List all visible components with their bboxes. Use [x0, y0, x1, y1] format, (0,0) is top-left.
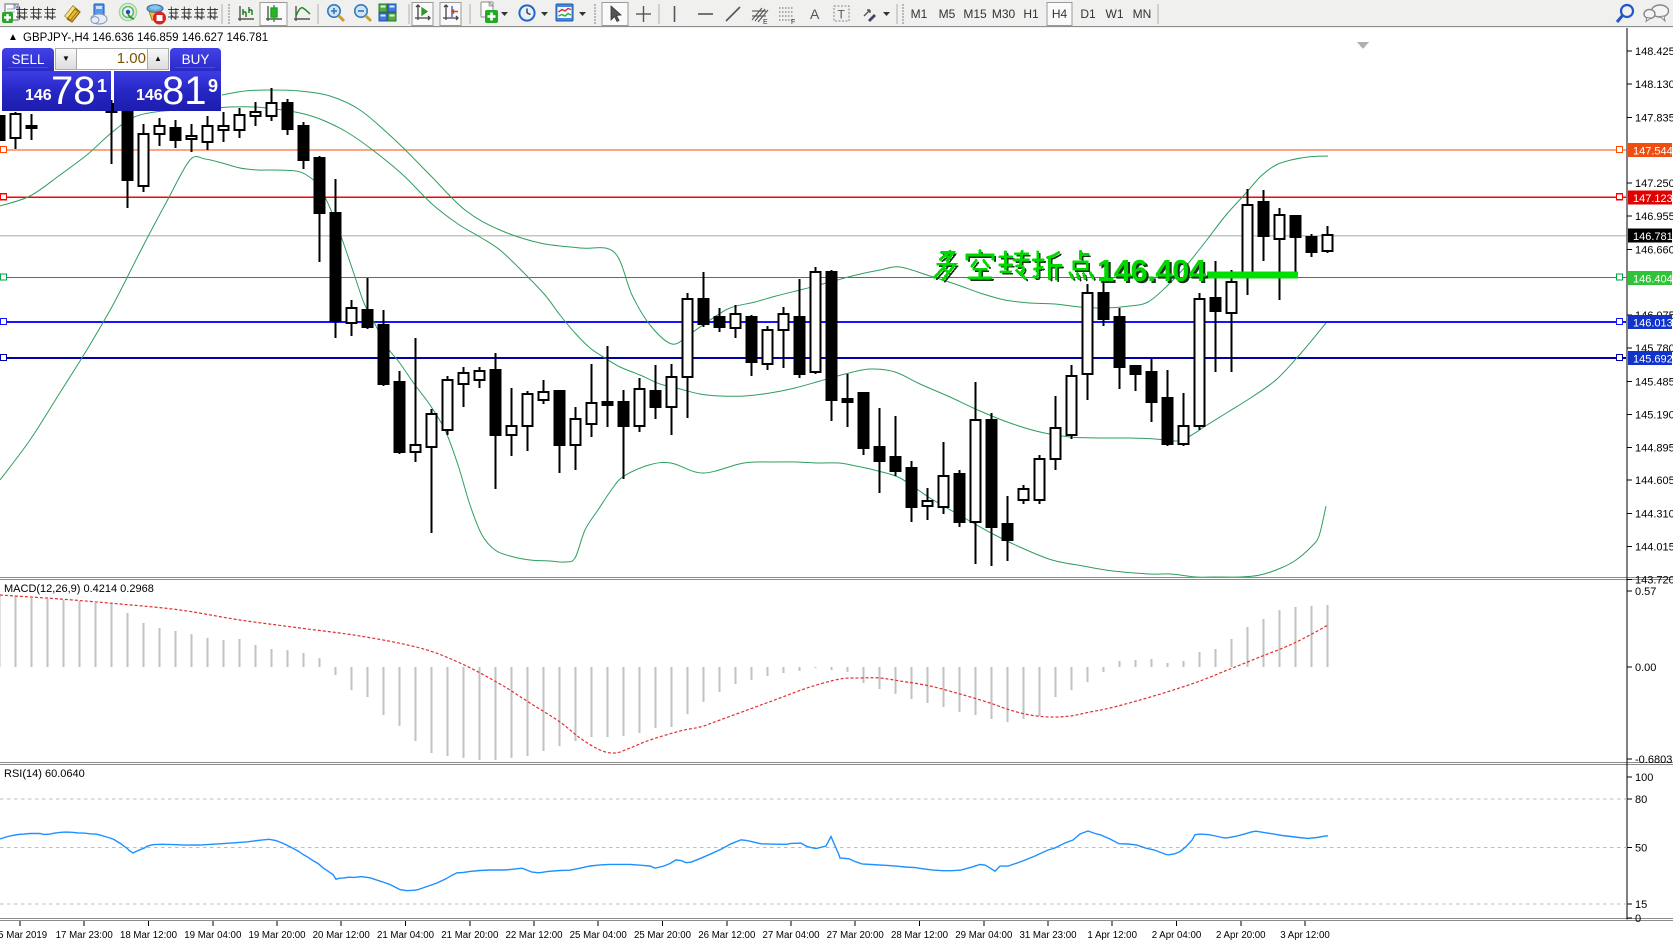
svg-text:147.123: 147.123	[1633, 193, 1673, 205]
svg-text:148.130: 148.130	[1635, 79, 1673, 91]
svg-text:H1: H1	[1023, 7, 1039, 21]
svg-text:146.955: 146.955	[1635, 211, 1673, 223]
svg-text:146.660: 146.660	[1635, 244, 1673, 256]
svg-text:147.835: 147.835	[1635, 112, 1673, 124]
svg-text:H4: H4	[1052, 7, 1068, 21]
svg-text:25 Mar 20:00: 25 Mar 20:00	[634, 930, 692, 941]
svg-text:0: 0	[1635, 913, 1641, 925]
svg-text:18 Mar 12:00: 18 Mar 12:00	[120, 930, 178, 941]
svg-text:M1: M1	[911, 7, 928, 21]
svg-text:25 Mar 04:00: 25 Mar 04:00	[570, 930, 628, 941]
svg-text:143.720: 143.720	[1635, 575, 1673, 587]
svg-text:26 Mar 12:00: 26 Mar 12:00	[698, 930, 756, 941]
svg-text:145.692: 145.692	[1633, 354, 1673, 366]
svg-text:21 Mar 20:00: 21 Mar 20:00	[441, 930, 499, 941]
svg-text:146.404: 146.404	[1097, 253, 1207, 288]
svg-text:19 Mar 04:00: 19 Mar 04:00	[184, 930, 242, 941]
svg-text:147.250: 147.250	[1635, 178, 1673, 190]
svg-text:144.605: 144.605	[1635, 475, 1673, 487]
svg-text:100: 100	[1635, 772, 1653, 784]
svg-text:M15: M15	[963, 7, 987, 21]
svg-text:E: E	[763, 19, 768, 26]
svg-text:19 Mar 20:00: 19 Mar 20:00	[248, 930, 306, 941]
svg-text:22 Mar 12:00: 22 Mar 12:00	[505, 930, 563, 941]
svg-text:M30: M30	[992, 7, 1016, 21]
svg-text:28 Mar 12:00: 28 Mar 12:00	[891, 930, 949, 941]
svg-text:0.57: 0.57	[1635, 586, 1656, 598]
svg-text:▲: ▲	[8, 32, 18, 43]
svg-text:145.485: 145.485	[1635, 376, 1673, 388]
svg-text:31 Mar 23:00: 31 Mar 23:00	[1019, 930, 1077, 941]
svg-text:W1: W1	[1106, 7, 1124, 21]
svg-text:144.015: 144.015	[1635, 541, 1673, 553]
svg-text:2 Apr 04:00: 2 Apr 04:00	[1152, 930, 1202, 941]
svg-text:148.425: 148.425	[1635, 46, 1673, 58]
svg-text:GBPJPY-,H4 146.636 146.859 14: GBPJPY-,H4 146.636 146.859 146.627 146.7…	[23, 32, 268, 44]
svg-text:2 Apr 20:00: 2 Apr 20:00	[1216, 930, 1266, 941]
svg-text:RSI(14) 60.0640: RSI(14) 60.0640	[4, 768, 85, 780]
svg-text:15 Mar 2019: 15 Mar 2019	[0, 930, 47, 941]
svg-text:144.310: 144.310	[1635, 508, 1673, 520]
svg-text:27 Mar 04:00: 27 Mar 04:00	[762, 930, 820, 941]
svg-text:21 Mar 04:00: 21 Mar 04:00	[377, 930, 435, 941]
svg-text:50: 50	[1635, 843, 1647, 855]
svg-text:F: F	[791, 19, 795, 26]
svg-text:146.013: 146.013	[1633, 318, 1673, 330]
svg-text:1 Apr 12:00: 1 Apr 12:00	[1087, 930, 1137, 941]
svg-text:147.544: 147.544	[1633, 146, 1673, 158]
svg-text:29 Mar 04:00: 29 Mar 04:00	[955, 930, 1013, 941]
svg-text:146.404: 146.404	[1099, 255, 1209, 290]
svg-text:MACD(12,26,9) 0.4214 0.2968: MACD(12,26,9) 0.4214 0.2968	[4, 583, 154, 595]
svg-text:MN: MN	[1133, 7, 1152, 21]
svg-text:D1: D1	[1080, 7, 1096, 21]
svg-text:145.190: 145.190	[1635, 409, 1673, 421]
svg-text:3 Apr 12:00: 3 Apr 12:00	[1280, 930, 1330, 941]
svg-text:15: 15	[1635, 899, 1647, 911]
svg-text:A: A	[810, 6, 820, 22]
svg-text:M5: M5	[939, 7, 956, 21]
svg-text:146.781: 146.781	[1633, 231, 1673, 243]
svg-text:17 Mar 23:00: 17 Mar 23:00	[56, 930, 114, 941]
svg-text:146.404: 146.404	[1633, 274, 1673, 286]
svg-text:80: 80	[1635, 794, 1647, 806]
svg-text:20 Mar 12:00: 20 Mar 12:00	[313, 930, 371, 941]
svg-text:-0.6803: -0.6803	[1635, 754, 1672, 766]
svg-text:144.895: 144.895	[1635, 443, 1673, 455]
svg-text:27 Mar 20:00: 27 Mar 20:00	[827, 930, 885, 941]
svg-text:T: T	[838, 8, 846, 22]
svg-text:0.00: 0.00	[1635, 662, 1656, 674]
